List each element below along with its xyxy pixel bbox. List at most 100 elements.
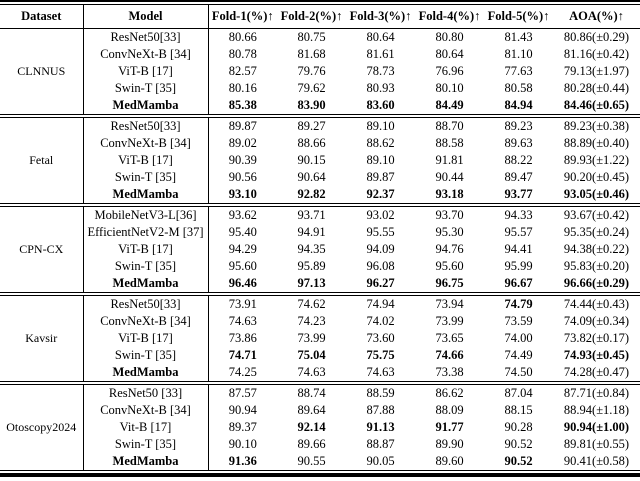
table-row: ConvNeXt-B [34] 74.63 74.23 74.02 73.99 73.59… xyxy=(0,313,640,330)
fold-value-cell: 73.59 xyxy=(504,314,533,328)
table-row: ConvNeXt-B [34] 80.78 81.68 81.61 80.64 81.10… xyxy=(0,46,640,63)
model-cell: Vit-B [17] xyxy=(83,419,209,436)
fold-value-cell: 89.37 xyxy=(228,420,257,434)
fold-value-cell: 90.10 xyxy=(228,437,257,451)
aoa-value-cell: 93.05(±0.46) xyxy=(553,186,640,207)
aoa-value-cell: 81.16(±0.42) xyxy=(563,47,630,61)
fold-value-cell: 80.66 xyxy=(228,30,257,44)
fold-value-cell: 91.81 xyxy=(435,153,464,167)
fold-value-cell: 74.66 xyxy=(435,348,464,362)
model-cell: ConvNeXt-B [34] xyxy=(83,135,209,152)
aoa-value-cell: 89.81(±0.55) xyxy=(563,437,630,451)
fold-value-cell: 93.02 xyxy=(366,208,395,222)
table-row: Swin-T [35] 95.60 95.89 96.08 95.60 95.99 95.8… xyxy=(0,258,640,275)
fold-value-cell: 96.46 xyxy=(208,275,277,296)
fold-value-cell: 88.58 xyxy=(435,136,464,150)
model-cell: MedMamba xyxy=(83,186,209,207)
aoa-value-cell: 74.93(±0.45) xyxy=(563,348,630,362)
aoa-value-cell: 90.20(±0.45) xyxy=(563,170,630,184)
aoa-value-cell: 89.93(±1.22) xyxy=(563,153,630,167)
table-row: CPN-CX MobileNetV3-L[36] 93.62 93.71 93.02 93… xyxy=(0,205,640,296)
fold-value-cell: 74.25 xyxy=(208,364,277,385)
header-fold-5: Fold-5(%)↑ xyxy=(484,4,553,29)
table-row: Fetal ResNet50[33] 89.87 89.27 89.10 88.70 89.… xyxy=(0,116,640,207)
fold-value-cell: 88.66 xyxy=(297,136,326,150)
aoa-value-cell: 88.94(±1.18) xyxy=(563,403,630,417)
fold-value-cell: 83.60 xyxy=(346,97,415,118)
fold-value-cell: 88.22 xyxy=(504,153,533,167)
fold-value-cell: 74.79 xyxy=(504,297,533,311)
aoa-value-cell: 79.13(±1.97) xyxy=(563,64,630,78)
fold-value-cell: 95.60 xyxy=(435,259,464,273)
fold-value-cell: 89.10 xyxy=(366,153,395,167)
model-cell: ResNet50[33] xyxy=(83,28,209,46)
fold-value-cell: 94.91 xyxy=(297,225,326,239)
table-row: Swin-T [35] 74.71 75.04 75.75 74.66 74.49 74.9… xyxy=(0,347,640,364)
model-cell: MedMamba xyxy=(83,453,209,471)
model-cell: EfficientNetV2-M [37] xyxy=(83,224,209,241)
fold-value-cell: 74.49 xyxy=(504,348,533,362)
aoa-value-cell: 90.41(±0.58) xyxy=(563,454,630,468)
fold-value-cell: 93.18 xyxy=(415,186,484,207)
fold-value-cell: 90.28 xyxy=(504,420,533,434)
fold-value-cell: 80.58 xyxy=(504,81,533,95)
fold-value-cell: 74.00 xyxy=(504,331,533,345)
table-row: Otoscopy2024 ResNet50 [33] 87.57 88.74 88.59… xyxy=(0,383,640,471)
fold-value-cell: 80.16 xyxy=(228,81,257,95)
fold-value-cell: 81.68 xyxy=(297,47,326,61)
aoa-value-cell: 87.71(±0.84) xyxy=(563,386,630,400)
fold-value-cell: 93.70 xyxy=(435,208,464,222)
fold-value-cell: 97.13 xyxy=(277,275,346,296)
fold-value-cell: 91.13 xyxy=(366,420,395,434)
model-cell: MedMamba xyxy=(83,97,209,118)
fold-value-cell: 89.23 xyxy=(504,119,533,133)
fold-value-cell: 73.86 xyxy=(228,331,257,345)
fold-value-cell: 81.61 xyxy=(366,47,395,61)
fold-value-cell: 91.77 xyxy=(435,420,464,434)
fold-value-cell: 94.35 xyxy=(297,242,326,256)
model-cell: ViT-B [17] xyxy=(83,330,209,347)
fold-value-cell: 94.29 xyxy=(228,242,257,256)
fold-value-cell: 90.56 xyxy=(228,170,257,184)
model-cell: ViT-B [17] xyxy=(83,241,209,258)
fold-value-cell: 74.94 xyxy=(366,297,395,311)
fold-value-cell: 95.89 xyxy=(297,259,326,273)
dataset-cell: Fetal xyxy=(0,116,84,207)
fold-value-cell: 89.27 xyxy=(297,119,326,133)
fold-value-cell: 81.10 xyxy=(504,47,533,61)
fold-value-cell: 87.57 xyxy=(228,386,257,400)
fold-value-cell: 74.63 xyxy=(346,364,415,385)
table-row: ViT-B [17] 90.39 90.15 89.10 91.81 88.22 89.93… xyxy=(0,152,640,169)
model-cell: ConvNeXt-B [34] xyxy=(83,402,209,419)
header-fold-1: Fold-1(%)↑ xyxy=(208,4,277,29)
model-cell: ConvNeXt-B [34] xyxy=(83,46,209,63)
fold-value-cell: 92.82 xyxy=(277,186,346,207)
aoa-value-cell: 89.23(±0.38) xyxy=(563,119,630,133)
fold-value-cell: 90.52 xyxy=(504,454,533,468)
fold-value-cell: 85.38 xyxy=(208,97,277,118)
fold-value-cell: 79.62 xyxy=(297,81,326,95)
fold-value-cell: 73.94 xyxy=(435,297,464,311)
header-aoa: AOA(%)↑ xyxy=(553,4,640,29)
fold-value-cell: 77.63 xyxy=(504,64,533,78)
fold-value-cell: 73.99 xyxy=(297,331,326,345)
fold-value-cell: 89.10 xyxy=(366,119,395,133)
model-cell: Swin-T [35] xyxy=(83,436,209,453)
aoa-value-cell: 84.46(±0.65) xyxy=(553,97,640,118)
aoa-value-cell: 88.89(±0.40) xyxy=(563,136,630,150)
fold-value-cell: 89.47 xyxy=(504,170,533,184)
fold-value-cell: 90.44 xyxy=(435,170,464,184)
table-row: Swin-T [35] 90.10 89.66 88.87 89.90 90.52 89.8… xyxy=(0,436,640,453)
table-row: MedMamba 91.36 90.55 90.05 89.60 90.52 90.41(±… xyxy=(0,453,640,471)
fold-value-cell: 89.87 xyxy=(366,170,395,184)
fold-value-cell: 88.70 xyxy=(435,119,464,133)
model-cell: ViT-B [17] xyxy=(83,152,209,169)
table-row: ViT-B [17] 82.57 79.76 78.73 76.96 77.63 79.13… xyxy=(0,63,640,80)
fold-value-cell: 73.91 xyxy=(228,297,257,311)
fold-value-cell: 88.59 xyxy=(366,386,395,400)
fold-value-cell: 87.04 xyxy=(504,386,533,400)
fold-value-cell: 89.66 xyxy=(297,437,326,451)
fold-value-cell: 84.94 xyxy=(484,97,553,118)
model-cell: Swin-T [35] xyxy=(83,80,209,97)
fold-value-cell: 89.63 xyxy=(504,136,533,150)
